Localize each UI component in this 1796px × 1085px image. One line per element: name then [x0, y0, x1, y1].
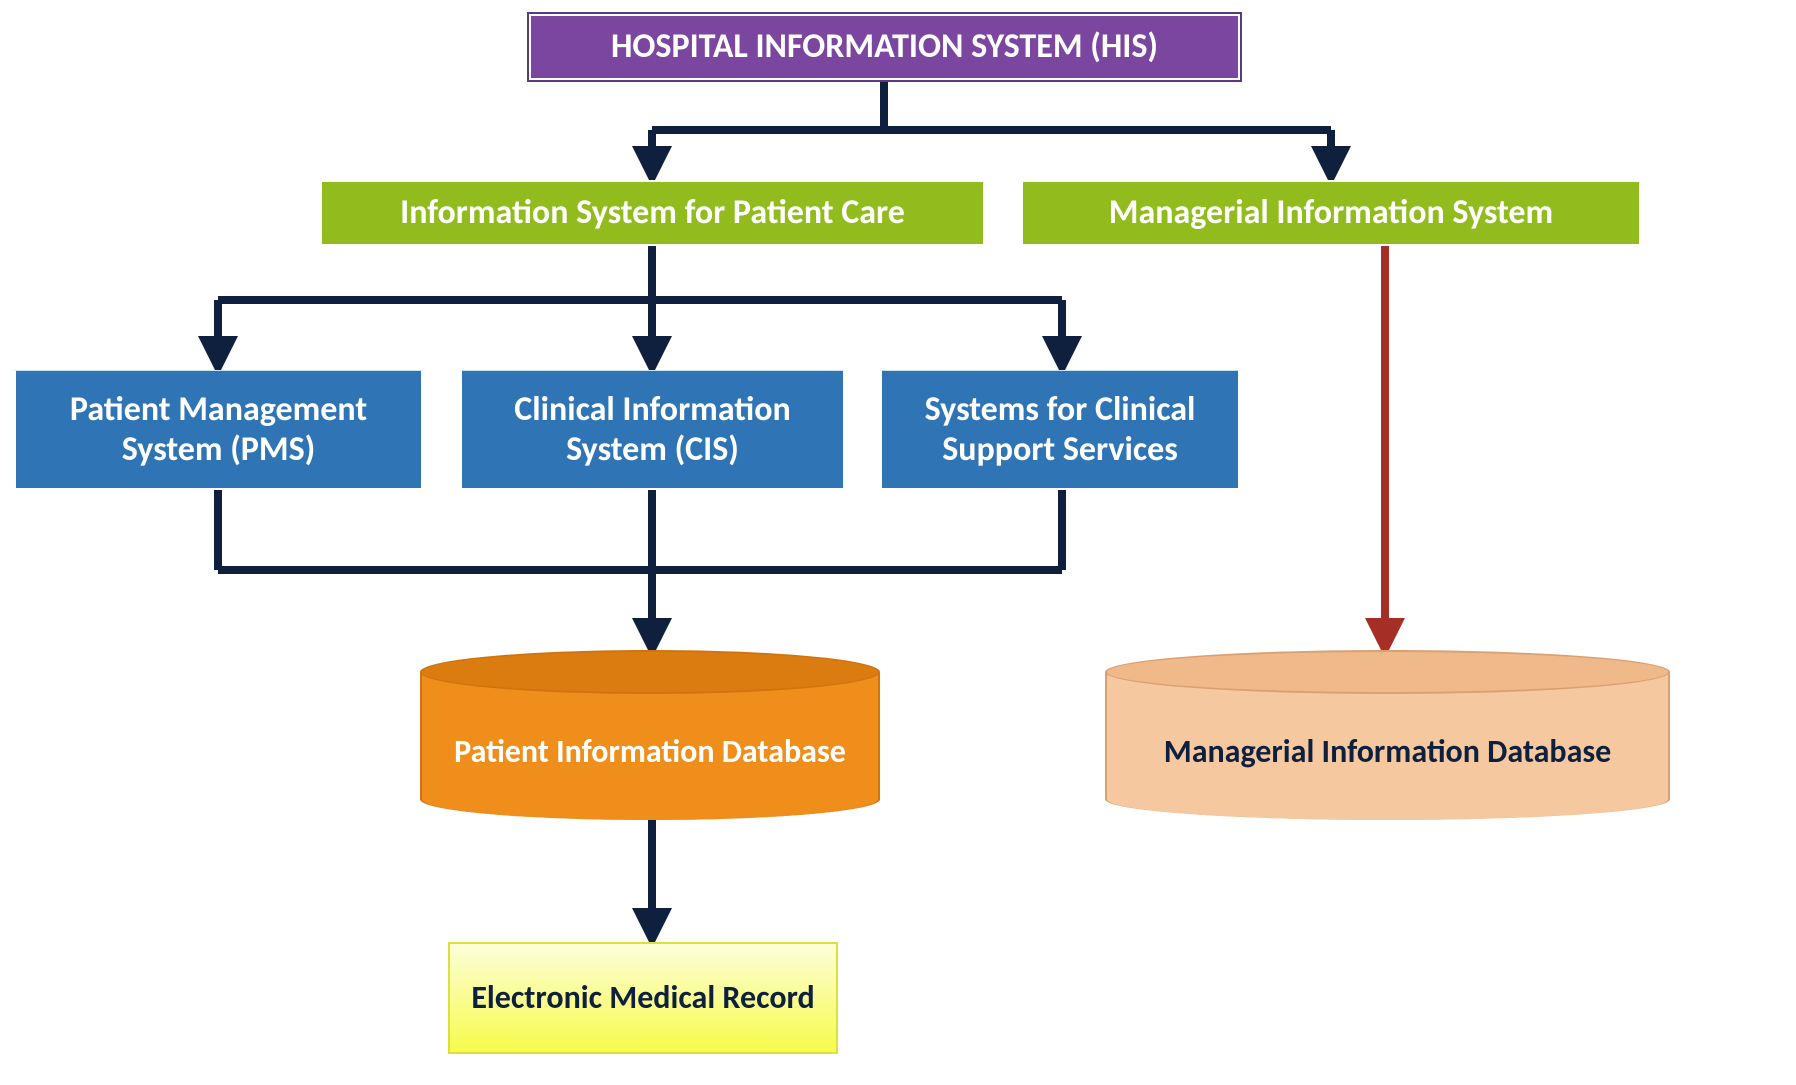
node-emr: Electronic Medical Record	[448, 942, 838, 1054]
node-root: HOSPITAL INFORMATION SYSTEM (HIS)	[529, 14, 1240, 80]
node-cis: Clinical Information System (CIS)	[460, 370, 845, 490]
edge-patientcare-fork	[218, 246, 1062, 366]
node-managerial: Managerial Information System	[1021, 180, 1641, 246]
node-root-label: HOSPITAL INFORMATION SYSTEM (HIS)	[611, 27, 1158, 66]
node-pms: Patient Management System (PMS)	[14, 370, 423, 490]
node-managerial-label: Managerial Information System	[1109, 193, 1553, 232]
node-patient-db-label: Patient Information Database	[454, 734, 846, 769]
node-patient-db: Patient Information Database	[420, 650, 880, 820]
node-patient-care-label: Information System for Patient Care	[400, 193, 905, 232]
node-css-label: Systems for Clinical Support Services	[892, 390, 1228, 468]
node-managerial-db-label: Managerial Information Database	[1164, 734, 1612, 769]
edge-merge-to-patient-db	[218, 490, 1062, 648]
node-cis-label: Clinical Information System (CIS)	[472, 390, 833, 468]
edge-root-fork	[652, 80, 1331, 176]
connectors-layer	[0, 0, 1796, 1085]
node-managerial-db: Managerial Information Database	[1105, 650, 1670, 820]
node-patient-care: Information System for Patient Care	[320, 180, 985, 246]
his-hierarchy-diagram: HOSPITAL INFORMATION SYSTEM (HIS) Inform…	[0, 0, 1796, 1085]
node-css: Systems for Clinical Support Services	[880, 370, 1240, 490]
node-pms-label: Patient Management System (PMS)	[26, 390, 411, 468]
node-emr-label: Electronic Medical Record	[471, 980, 814, 1017]
